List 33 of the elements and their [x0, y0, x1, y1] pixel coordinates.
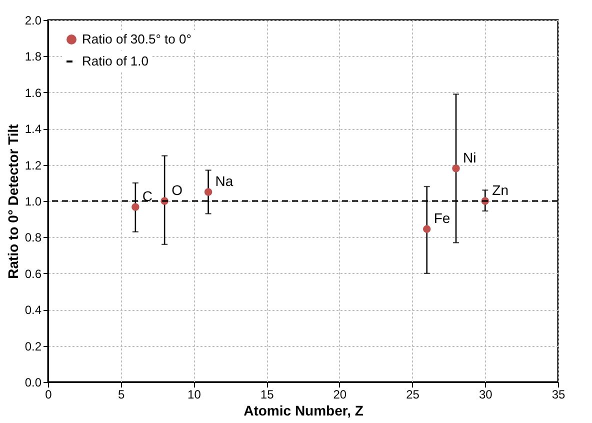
point — [132, 203, 140, 211]
annotation: C — [142, 188, 153, 204]
y-tick-label: 0.0 — [24, 376, 42, 390]
legend-label: Ratio of 30.5° to 0° — [82, 32, 192, 46]
y-tick-label: 0.8 — [24, 230, 42, 245]
x-tick-label: 15 — [260, 388, 274, 402]
y-axis-title: Ratio to 0° Detector Tilt — [4, 124, 21, 279]
y-tick-label: 0.4 — [24, 303, 42, 318]
y-tick-label: 1.2 — [24, 158, 42, 172]
x-tick-label: 10 — [188, 388, 202, 402]
y-tick-label: 0.6 — [24, 266, 42, 281]
x-tick-label: 20 — [333, 388, 347, 402]
y-tick-label: 2.0 — [24, 14, 42, 28]
annotation: Zn — [492, 182, 508, 198]
y-tick-label: 0.2 — [24, 339, 42, 354]
x-tick-label: 0 — [45, 388, 52, 402]
annotation: Fe — [434, 210, 450, 226]
annotation: Ni — [463, 149, 476, 166]
point — [452, 164, 460, 172]
y-tick-label: 1.8 — [24, 50, 42, 64]
y-tick-label: 1.4 — [24, 122, 42, 136]
point — [422, 225, 431, 233]
x-tick-label: 35 — [552, 388, 566, 402]
annotation: O — [172, 182, 183, 198]
x-axis-title: Atomic Number, Z — [244, 402, 364, 418]
annotation: Na — [215, 172, 234, 189]
x-tick-label: 25 — [406, 388, 420, 402]
legend-label: Ratio of 1.0 — [82, 54, 148, 68]
point — [204, 188, 212, 196]
y-tick-label: 1.6 — [24, 86, 42, 100]
y-tick-label: 1.0 — [24, 194, 42, 208]
x-tick-label: 30 — [478, 388, 493, 402]
x-tick-label: 5 — [118, 388, 126, 402]
